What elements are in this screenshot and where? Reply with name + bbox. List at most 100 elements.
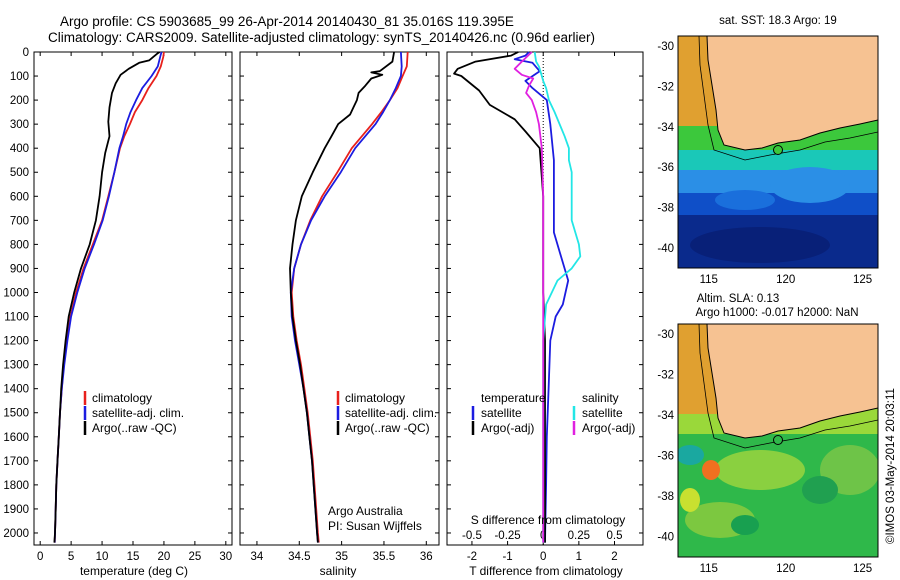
depth-tick-label: 300 [10,119,29,131]
depth-tick-label: 800 [10,239,29,251]
map-lat-tick-label: -38 [657,202,674,214]
sla-shelf-contour [698,324,878,449]
legend-label-s-argo: Argo(-adj) [582,421,635,435]
depth-tick-label: 1900 [3,504,29,516]
depth-tick-label: 1400 [3,384,29,396]
sla-patch-light-1 [715,450,805,490]
depth-tick-label: 400 [10,143,29,155]
depth-tick-label: 200 [10,95,29,107]
depth-tick-label: 1300 [3,360,29,372]
header-line-2: Climatology: CARS2009. Satellite-adjuste… [48,30,595,45]
imos-watermark: ©IMOS 03-May-2014 20:03:11 [885,388,897,544]
legend-label-s-satellite: satellite [582,406,623,420]
legend-label-argo: Argo(..raw -QC) [92,421,177,435]
sla-coastline [706,324,878,439]
note-pi: PI: Susan Wijffels [328,519,422,533]
temperature-panel-frame [33,51,233,546]
s-difference-axis-label: S difference from climatology [471,513,626,527]
series-line-s-satellite [533,51,582,543]
map-lat-tick-label: -34 [657,122,674,134]
sst-patch-blue-1 [770,167,850,203]
sla-map-title-line-1: Altim. SLA: 0.13 [697,293,779,305]
depth-tick-label: 900 [10,263,29,275]
map-lat-tick-label: -30 [657,41,674,53]
x-tick-label: -2 [467,551,477,563]
x-tick-label: 20 [158,551,171,563]
legend-title-salinity: salinity [582,391,619,405]
legend-label-satellite: satellite-adj. clim. [345,406,437,420]
sla-patch-cyan [678,445,704,465]
difference-legend: temperature salinity satellite Argo(-adj… [471,391,636,527]
x-tick-label: -1 [502,551,512,563]
legend-label-argo: Argo(..raw -QC) [345,421,430,435]
sst-coastline [706,36,878,151]
x-tick-label: 36 [420,551,433,563]
salinity-panel-frame [239,51,440,546]
difference-xlabel: T difference from climatology [469,564,623,578]
x-tick-label: 0 [37,551,43,563]
depth-tick-label: 1100 [4,312,29,324]
s-diff-tick-label: -0.5 [462,530,482,542]
sst-patch-blue-2 [715,190,775,210]
x-tick-label: 34 [251,551,264,563]
depth-tick-label: 1800 [3,480,29,492]
x-tick-label: 30 [219,551,232,563]
x-tick-label: 15 [127,551,140,563]
sst-argo-location-marker [773,145,783,155]
map-lon-tick-label: 120 [776,563,795,575]
temperature-legend: climatology satellite-adj. clim. Argo(..… [83,391,184,435]
sla-patch-dark-1 [802,476,838,504]
depth-tick-label: 0 [23,47,29,59]
x-tick-label: 34.5 [288,551,310,563]
sst-map-frame [677,35,879,269]
sla-map: Altim. SLA: 0.13 Argo h1000: -0.017 h200… [677,293,879,558]
series-line-argo-raw-qc- [53,51,161,543]
map-lon-tick-label: 115 [700,563,718,575]
x-tick-label: 35.5 [373,551,395,563]
salinity-xlabel: salinity [320,564,357,578]
x-tick-label: 5 [68,551,74,563]
sst-map: sat. SST: 18.3 Argo: 19 [677,15,879,269]
series-line-s-argo [513,51,545,543]
header-line-1: Argo profile: CS 5903685_99 26-Apr-2014 … [60,14,514,29]
sla-patch-yellow [680,488,700,512]
depth-tick-label: 1000 [3,287,29,299]
sla-map-title-line-2: Argo h1000: -0.017 h2000: NaN [695,307,858,319]
map-lon-tick-label: 115 [700,274,718,286]
map-lat-tick-label: -30 [657,329,674,341]
map-lat-tick-label: -32 [657,370,674,382]
s-diff-tick-label: 0.25 [568,530,590,542]
depth-tick-label: 600 [10,191,29,203]
s-diff-tick-label: 0.5 [606,530,622,542]
depth-tick-label: 700 [10,215,29,227]
depth-tick-label: 1700 [3,456,29,468]
map-lat-tick-label: -32 [657,81,674,93]
sst-shelf-contour [698,36,878,161]
x-tick-label: 35 [335,551,348,563]
x-tick-label: 25 [188,551,201,563]
map-lon-tick-label: 125 [853,563,872,575]
sla-argo-location-marker [773,435,783,445]
x-tick-label: 10 [96,551,109,563]
depth-tick-label: 1200 [3,336,29,348]
sla-map-frame [677,323,879,558]
legend-label-satellite: satellite-adj. clim. [92,406,184,420]
note-argo-australia: Argo Australia [328,504,403,518]
legend-label-climatology: climatology [345,391,405,405]
map-lon-tick-label: 120 [776,274,795,286]
sst-map-title: sat. SST: 18.3 Argo: 19 [719,15,837,27]
s-diff-tick-label: -0.25 [494,530,520,542]
map-lat-tick-label: -36 [657,162,674,174]
legend-title-temperature: temperature [481,391,546,405]
x-tick-label: 0 [540,551,546,563]
map-lon-tick-label: 125 [853,274,872,286]
depth-tick-label: 2000 [3,528,29,540]
map-lat-tick-label: -34 [657,410,674,422]
series-line-argo-raw-qc- [289,51,395,543]
sla-land [707,324,878,438]
x-tick-label: 2 [611,551,617,563]
sla-patch-orange [702,460,720,480]
depth-tick-label: 100 [10,71,29,83]
x-tick-label: 1 [576,551,582,563]
